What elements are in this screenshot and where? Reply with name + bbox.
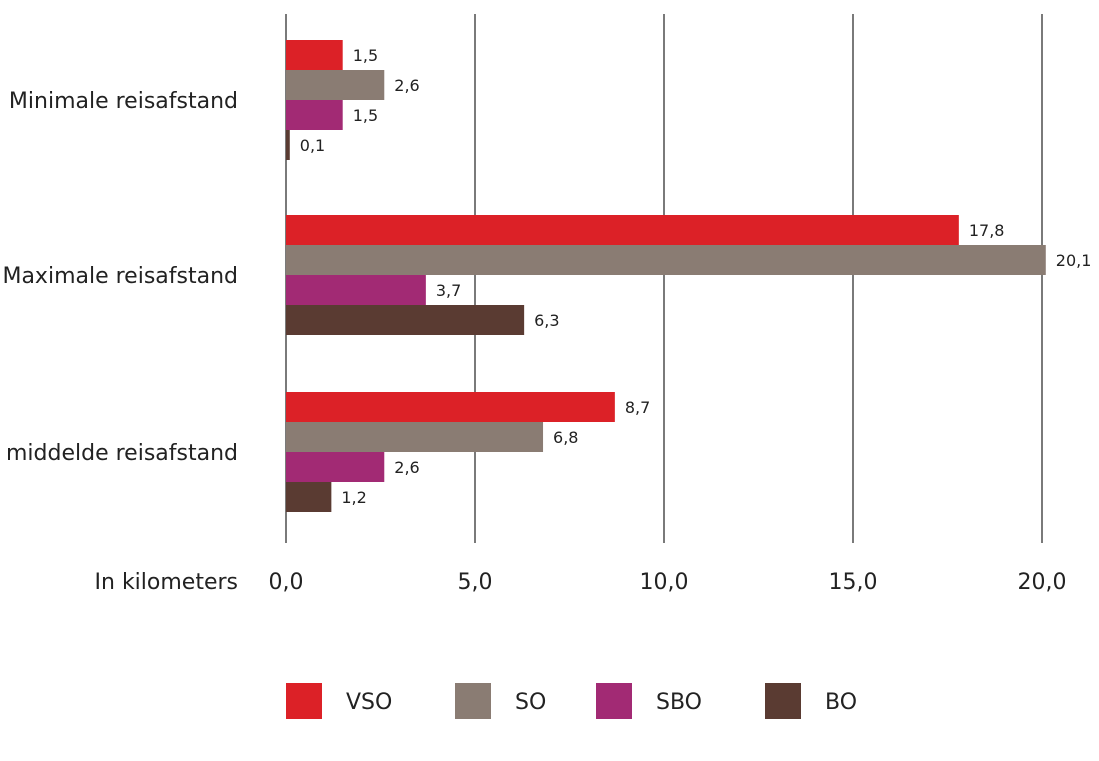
legend-label-vso: VSO [346, 690, 392, 715]
legend-swatch-so [455, 683, 491, 719]
data-label-so-2: 6,8 [553, 428, 578, 447]
x-tick-label-2: 10,0 [640, 570, 689, 595]
x-axis-label: In kilometers [95, 570, 238, 595]
bar-bo-2 [286, 482, 332, 512]
x-tick-label-3: 15,0 [829, 570, 878, 595]
data-label-bo-0: 0,1 [300, 136, 325, 155]
data-label-sbo-0: 1,5 [353, 106, 378, 125]
legend-label-bo: BO [825, 690, 857, 715]
bar-so-2 [286, 422, 544, 452]
legend-label-so: SO [515, 690, 546, 715]
data-label-so-0: 2,6 [394, 76, 419, 95]
legend-label-sbo: SBO [656, 690, 702, 715]
bar-sbo-2 [286, 452, 385, 482]
bar-vso-0 [286, 40, 343, 70]
bar-vso-1 [286, 215, 959, 245]
legend-swatch-bo [765, 683, 801, 719]
data-label-sbo-1: 3,7 [436, 281, 461, 300]
category-label-1: Maximale reisafstand [2, 264, 238, 289]
legend-swatch-vso [286, 683, 322, 719]
legend-swatch-sbo [596, 683, 632, 719]
bar-bo-0 [286, 130, 290, 160]
x-tick-label-1: 5,0 [458, 570, 493, 595]
x-tick-label-4: 20,0 [1018, 570, 1067, 595]
bar-so-0 [286, 70, 385, 100]
data-label-sbo-2: 2,6 [394, 458, 419, 477]
bar-vso-2 [286, 392, 615, 422]
bar-sbo-0 [286, 100, 343, 130]
bar-bo-1 [286, 305, 525, 335]
bar-so-1 [286, 245, 1046, 275]
data-label-vso-0: 1,5 [353, 46, 378, 65]
bar-sbo-1 [286, 275, 426, 305]
x-tick-label-0: 0,0 [269, 570, 304, 595]
data-label-bo-2: 1,2 [341, 488, 366, 507]
data-label-vso-2: 8,7 [625, 398, 650, 417]
data-label-vso-1: 17,8 [969, 221, 1005, 240]
category-label-2: middelde reisafstand [6, 441, 238, 466]
data-label-bo-1: 6,3 [534, 311, 559, 330]
data-label-so-1: 20,1 [1056, 251, 1092, 270]
category-label-0: Minimale reisafstand [9, 89, 238, 114]
